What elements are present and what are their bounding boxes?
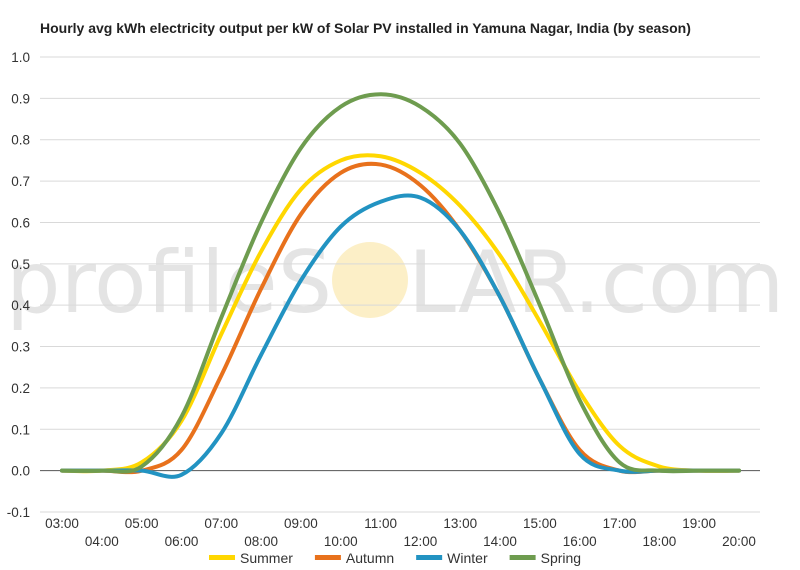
chart-title: Hourly avg kWh electricity output per kW… bbox=[40, 20, 691, 36]
y-tick-label: 0.8 bbox=[11, 133, 30, 148]
x-tick-label: 12:00 bbox=[404, 534, 438, 549]
series-lines bbox=[60, 92, 741, 479]
legend-label: Winter bbox=[447, 550, 488, 566]
series-line-winter bbox=[60, 193, 741, 479]
y-tick-label: 0.4 bbox=[11, 298, 30, 313]
x-tick-label: 03:00 bbox=[45, 516, 79, 531]
legend-item-autumn: Autumn bbox=[314, 550, 394, 566]
y-tick-label: 1.0 bbox=[11, 50, 30, 65]
x-tick-label: 09:00 bbox=[284, 516, 318, 531]
legend-label: Spring bbox=[541, 550, 581, 566]
x-tick-label: 16:00 bbox=[563, 534, 597, 549]
legend-label: Summer bbox=[240, 550, 293, 566]
x-tick-label: 10:00 bbox=[324, 534, 358, 549]
y-axis-ticks: -0.1 0.0 0.1 0.2 0.3 0.4 0.5 0.6 0.7 0.8 0.9 1.0 bbox=[7, 50, 31, 520]
y-tick-label: 0.7 bbox=[11, 174, 30, 189]
legend-item-spring: Spring bbox=[509, 550, 581, 566]
x-tick-label: 07:00 bbox=[204, 516, 238, 531]
x-tick-label: 17:00 bbox=[603, 516, 637, 531]
watermark-text-left: profileS bbox=[6, 233, 332, 333]
x-tick-label: 20:00 bbox=[722, 534, 756, 549]
legend-swatch bbox=[209, 555, 235, 560]
y-tick-label: 0.1 bbox=[11, 422, 30, 437]
y-tick-label: 0.2 bbox=[11, 381, 30, 396]
x-tick-label: 08:00 bbox=[244, 534, 278, 549]
legend-item-summer: Summer bbox=[209, 550, 293, 566]
legend-swatch bbox=[509, 555, 536, 560]
y-tick-label: 0.0 bbox=[11, 464, 30, 479]
watermark: profileS LAR.com bbox=[6, 233, 784, 333]
legend-item-winter: Winter bbox=[416, 550, 488, 566]
x-tick-label: 15:00 bbox=[523, 516, 557, 531]
x-tick-label: 05:00 bbox=[125, 516, 159, 531]
legend-label: Autumn bbox=[346, 550, 394, 566]
x-tick-label: 19:00 bbox=[682, 516, 716, 531]
series-line-spring bbox=[60, 92, 741, 474]
x-tick-label: 18:00 bbox=[642, 534, 676, 549]
x-tick-label: 11:00 bbox=[364, 516, 397, 531]
watermark-sun bbox=[332, 242, 408, 318]
y-tick-label: 0.6 bbox=[11, 215, 30, 230]
y-tick-label: 0.5 bbox=[11, 257, 30, 272]
x-tick-label: 06:00 bbox=[165, 534, 199, 549]
x-axis-ticks: 03:00 04:00 05:00 06:00 07:00 08:00 09:00 10:00… bbox=[45, 516, 756, 549]
watermark-text-right: LAR.com bbox=[408, 233, 784, 333]
x-tick-label: 14:00 bbox=[483, 534, 517, 549]
y-tick-label: -0.1 bbox=[7, 505, 30, 520]
legend-swatch bbox=[416, 555, 443, 560]
y-tick-label: 0.9 bbox=[11, 91, 30, 106]
x-tick-label: 04:00 bbox=[85, 534, 119, 549]
legend-swatch bbox=[314, 555, 341, 560]
legend: Summer Autumn Winter Spring bbox=[209, 550, 581, 566]
y-tick-label: 0.3 bbox=[11, 340, 30, 355]
x-tick-label: 13:00 bbox=[443, 516, 477, 531]
